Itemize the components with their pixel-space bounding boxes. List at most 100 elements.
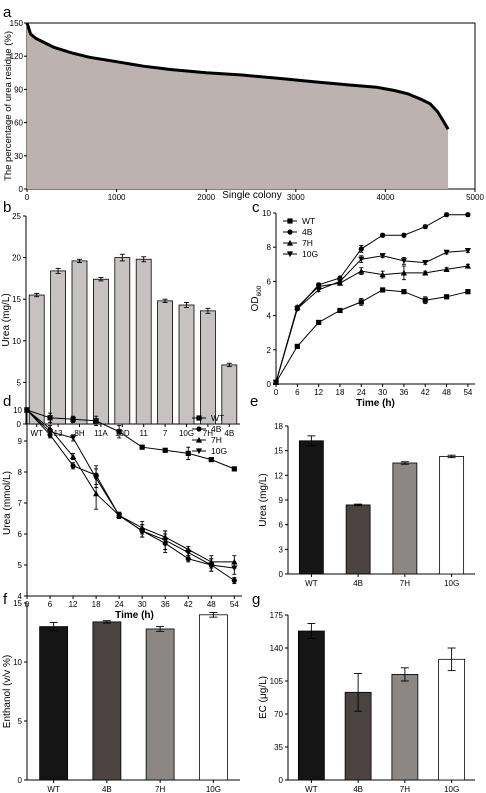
marker-triangle-down <box>422 259 429 266</box>
y-tick-label: 150 <box>10 19 24 28</box>
x-tick-label: 7H <box>203 429 213 438</box>
series-10g <box>272 248 471 386</box>
x-tick-label: 42 <box>421 388 430 397</box>
marker-triangle-down <box>208 562 215 569</box>
marker-circle <box>70 463 76 469</box>
bar-11a <box>93 278 109 425</box>
y-tick-label: 10 <box>262 209 271 218</box>
legend-label-10g: 10G <box>302 249 318 259</box>
marker-square <box>422 297 428 303</box>
legend-label-wt: WT <box>211 413 224 423</box>
panel-e: e 0 3 6 9 12 15 18 WT 4B 7H 10G Urea (mg/L) <box>250 393 475 588</box>
bar-10g <box>198 614 228 781</box>
x-tick-label: 7H <box>400 579 410 588</box>
y-tick-label: 0 <box>279 570 284 579</box>
x-tick-label: WT <box>30 429 43 438</box>
y-tick-label: 60 <box>14 119 23 128</box>
marker-square <box>401 289 407 295</box>
marker-triangle-down <box>46 429 54 435</box>
x-tick-label: 12 <box>314 388 323 397</box>
marker-circle <box>358 246 364 252</box>
legend-label-7h: 7H <box>302 238 313 248</box>
area-fill <box>27 23 449 189</box>
series-wt <box>273 287 471 385</box>
x-tick-label: 42 <box>184 600 193 609</box>
y-tick-label: 70 <box>274 710 283 719</box>
bar-wt <box>39 626 69 781</box>
marker-circle <box>231 577 237 584</box>
x-tick-label: 36 <box>161 600 170 609</box>
y-tick-label: 9 <box>279 496 284 505</box>
y-axis-label: Urea (mg/L) <box>1 293 12 346</box>
marker-square <box>465 289 471 295</box>
x-tick-label: 10G <box>444 785 459 793</box>
y-tick-label: 5 <box>18 717 23 726</box>
y-tick-label: 35 <box>274 743 283 752</box>
marker-triangle-down <box>195 448 203 455</box>
marker-circle <box>465 212 471 218</box>
marker-triangle-down <box>139 528 146 534</box>
y-tick-label: 30 <box>14 152 23 161</box>
y-tick-label: 6 <box>18 530 23 539</box>
y-tick-label: 8 <box>18 468 23 477</box>
marker-square <box>380 287 386 293</box>
marker-triangle-down <box>116 512 123 519</box>
marker-square <box>358 299 364 305</box>
x-tick-label: 0 <box>274 388 279 397</box>
y-axis-label: EC (μg/L) <box>258 676 269 719</box>
marker-triangle-up <box>443 266 450 273</box>
x-tick-label: 1000 <box>108 193 126 202</box>
y-tick-label: 0 <box>267 380 272 389</box>
y-tick-label: 15 <box>12 295 21 304</box>
x-tick-label: 3000 <box>287 193 305 202</box>
x-tick-label: 54 <box>230 600 239 609</box>
series-line <box>26 409 235 569</box>
y-tick-label: 175 <box>270 611 284 620</box>
y-tick-label: 6 <box>267 277 272 286</box>
y-axis-label: The percentage of urea residue (%) <box>3 31 14 181</box>
marker-square <box>196 415 202 421</box>
bar-10g <box>178 304 195 425</box>
marker-square <box>316 319 322 326</box>
panel-letter-f: f <box>3 591 8 608</box>
x-tick-label: 12 <box>69 600 78 609</box>
marker-triangle-down <box>379 253 386 259</box>
bar-7 <box>157 300 174 425</box>
y-tick-label: 18 <box>274 422 283 431</box>
y-tick-label: 0 <box>18 776 23 785</box>
bar-7h <box>392 462 418 575</box>
y-axis-label: OD600 <box>250 285 263 311</box>
bar-7h <box>391 674 419 781</box>
marker-square <box>231 466 237 472</box>
bar-7h <box>145 628 175 781</box>
marker-square <box>116 429 122 435</box>
x-tick-label: 10G <box>206 785 221 793</box>
x-tick-label: 4B <box>353 579 363 588</box>
legend-label-7h: 7H <box>211 435 222 445</box>
marker-circle <box>422 224 428 230</box>
marker-triangle-up <box>400 269 408 276</box>
y-tick-label: 2 <box>267 346 272 355</box>
y-tick-label: 120 <box>10 52 24 61</box>
bar-wt <box>28 294 45 425</box>
marker-square <box>337 307 343 314</box>
legend-label-4b: 4B <box>211 424 222 434</box>
x-tick-label: 4B <box>353 785 363 793</box>
y-tick-label: 9 <box>18 437 23 446</box>
x-tick-label: 7H <box>400 785 410 793</box>
marker-circle <box>196 426 202 432</box>
y-tick-label: 90 <box>14 85 23 94</box>
y-axis-label: Urea (mmol/L) <box>2 471 13 535</box>
panel-letter-d: d <box>3 393 11 410</box>
series-line <box>275 289 469 383</box>
x-tick-label: 48 <box>207 600 216 609</box>
x-tick-label: 2000 <box>197 193 215 202</box>
y-tick-label: 5 <box>17 378 22 387</box>
series-line <box>26 409 235 563</box>
y-axis-label: Enthanol (v/v %) <box>2 655 13 728</box>
y-tick-label: 10 <box>13 406 22 415</box>
